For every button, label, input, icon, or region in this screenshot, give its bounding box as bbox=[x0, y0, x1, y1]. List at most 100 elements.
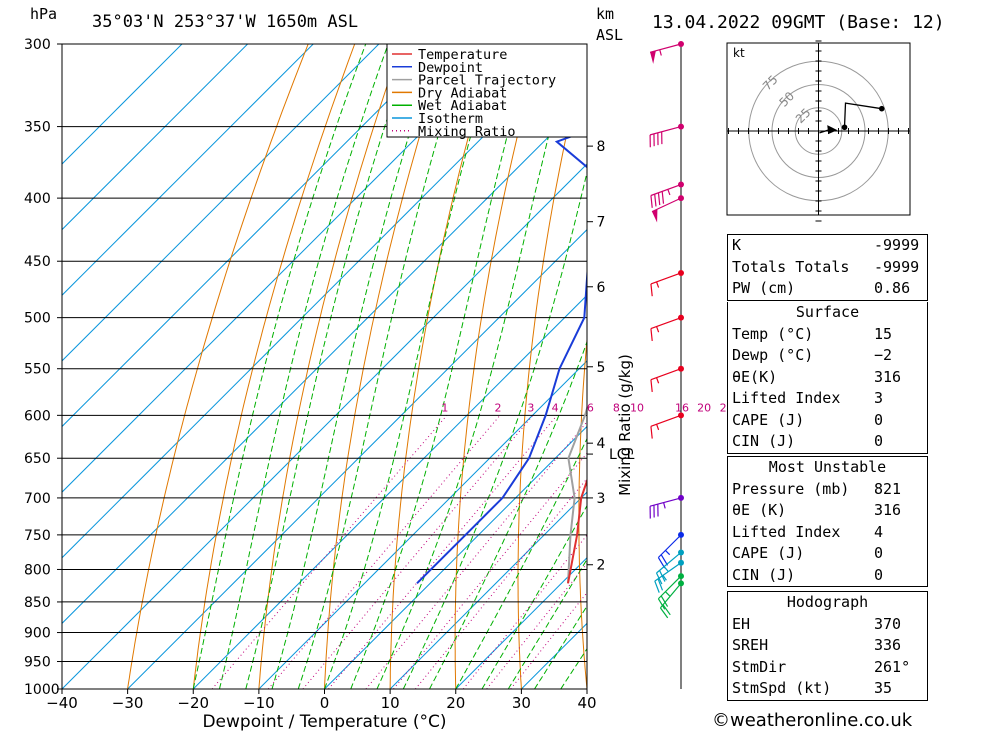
wind-barb bbox=[649, 41, 684, 64]
wind-barb-half bbox=[667, 189, 671, 196]
lcl-label: LCL bbox=[609, 447, 635, 463]
pressure-tick-label: 400 bbox=[24, 191, 51, 207]
wind-barb-feather bbox=[659, 607, 669, 619]
most-unstable-value: 821 bbox=[874, 479, 902, 498]
wind-barb-feather bbox=[657, 598, 666, 610]
legend-label: Parcel Trajectory bbox=[418, 73, 556, 89]
wind-barb bbox=[657, 573, 684, 610]
dewpoint-profile bbox=[416, 129, 587, 585]
dry-adiabat-line bbox=[695, 26, 730, 689]
x-tick-label: −30 bbox=[112, 694, 144, 712]
dry-adiabat-line bbox=[517, 44, 587, 689]
wind-barb-staff bbox=[654, 562, 682, 582]
most-unstable-value: 0 bbox=[874, 544, 884, 562]
wet-adiabat-line bbox=[481, 504, 587, 689]
asl-unit: ASL bbox=[596, 26, 624, 44]
mixing-ratio-line bbox=[211, 414, 448, 689]
surface-value: 0 bbox=[874, 432, 884, 450]
mixing-ratio-label: 3 bbox=[527, 401, 534, 414]
pressure-tick-label: 450 bbox=[24, 254, 51, 270]
wet-adiabat-line bbox=[219, 44, 389, 689]
wind-barb-staff bbox=[650, 183, 682, 197]
index-row: K -9999 bbox=[728, 235, 927, 257]
surface-label: Lifted Index bbox=[732, 389, 841, 407]
pressure-tick-label: 850 bbox=[24, 595, 51, 611]
wet-adiabat-line bbox=[429, 340, 587, 689]
wind-barb-staff bbox=[651, 197, 682, 213]
plot-area bbox=[62, 26, 730, 689]
x-tick-label: −20 bbox=[177, 694, 209, 712]
isotherm-line bbox=[62, 44, 445, 428]
x-tick-label: −40 bbox=[46, 694, 78, 712]
datetime-title: 13.04.2022 09GMT (Base: 12) bbox=[652, 12, 945, 33]
surface-panel: Surface Temp (°C) 15 Dewp (°C) −2 θE(K) 316 Li… bbox=[727, 302, 928, 454]
isotherm-line bbox=[62, 44, 511, 493]
mixing-ratio-axis-label: Mixing Ratio (g/kg) bbox=[616, 354, 634, 496]
isotherm-line bbox=[324, 425, 587, 689]
isotherm-line bbox=[62, 97, 587, 625]
wind-barb-staff bbox=[659, 582, 682, 609]
km-unit: km bbox=[596, 5, 615, 23]
mixing-ratio-label: 2 bbox=[495, 401, 502, 414]
hodograph-row: StmDir 261° bbox=[728, 657, 927, 679]
hodograph-row: StmSpd (kt) 35 bbox=[728, 678, 927, 700]
surface-value: 316 bbox=[874, 367, 902, 386]
most-unstable-label: CIN (J) bbox=[732, 565, 796, 584]
mixing-ratio-label: 16 bbox=[675, 401, 689, 414]
pressure-tick-label: 650 bbox=[24, 451, 51, 467]
hodograph-label: EH bbox=[732, 614, 751, 633]
wind-barb-feather bbox=[650, 328, 653, 341]
wind-barb bbox=[657, 531, 684, 569]
wind-barb-dot bbox=[678, 123, 684, 130]
dry-adiabat-line bbox=[638, 26, 684, 689]
mixing-ratio-label: 1 bbox=[441, 401, 448, 414]
hodograph-value: 35 bbox=[874, 679, 893, 697]
surface-value: −2 bbox=[874, 346, 893, 364]
hodograph-title: Hodograph bbox=[786, 593, 869, 611]
wind-barb-feather bbox=[662, 604, 671, 616]
most-unstable-value: 4 bbox=[874, 522, 884, 541]
wind-barb-staff bbox=[649, 43, 682, 53]
x-tick-label: 10 bbox=[381, 694, 400, 712]
pressure-tick-label: 550 bbox=[24, 362, 51, 378]
wet-adiabat-line bbox=[297, 44, 467, 689]
wind-barb-feather bbox=[657, 192, 661, 206]
wind-barb-feather bbox=[660, 595, 669, 607]
most-unstable-value: 316 bbox=[874, 501, 902, 519]
legend-label: Isotherm bbox=[418, 111, 483, 127]
wind-barb-staff bbox=[650, 368, 682, 381]
surface-row: Lifted Index 3 bbox=[728, 388, 927, 410]
isotherm-line bbox=[62, 44, 183, 165]
wind-barb-half bbox=[662, 574, 667, 581]
hodograph-label: StmSpd (kt) bbox=[732, 679, 832, 697]
most-unstable-row: Lifted Index 4 bbox=[728, 522, 927, 544]
hodograph-value: 261° bbox=[874, 657, 911, 676]
wind-barb bbox=[650, 412, 684, 439]
wind-barb-feather bbox=[650, 195, 653, 208]
most-unstable-label: Lifted Index bbox=[732, 522, 841, 541]
wind-barb bbox=[649, 494, 684, 519]
wind-barb-feather bbox=[654, 580, 660, 593]
index-value: 0.86 bbox=[874, 279, 911, 297]
most-unstable-title: Most Unstable bbox=[768, 458, 887, 476]
wind-barb-feather bbox=[654, 194, 657, 207]
wind-barb-staff bbox=[650, 272, 682, 285]
dry-adiabat-line bbox=[127, 44, 309, 689]
mixing-ratio-line bbox=[328, 414, 558, 689]
hodograph-value: 370 bbox=[874, 614, 902, 633]
wind-barb bbox=[650, 269, 684, 297]
pressure-tick-label: 950 bbox=[24, 655, 51, 671]
indices-panel: K -9999 Totals Totals -9999 PW (cm) 0.86 bbox=[727, 234, 928, 301]
dry-adiabat-line bbox=[389, 44, 495, 689]
wind-barb-staff bbox=[657, 575, 682, 600]
legend-label: Dewpoint bbox=[418, 60, 483, 76]
wind-barb bbox=[650, 314, 684, 341]
isotherm-line bbox=[62, 163, 587, 689]
legend-label: Mixing Ratio bbox=[418, 124, 516, 140]
wind-barb bbox=[659, 580, 684, 619]
wind-barb-half bbox=[659, 49, 662, 56]
surface-label: θE(K) bbox=[732, 367, 778, 386]
